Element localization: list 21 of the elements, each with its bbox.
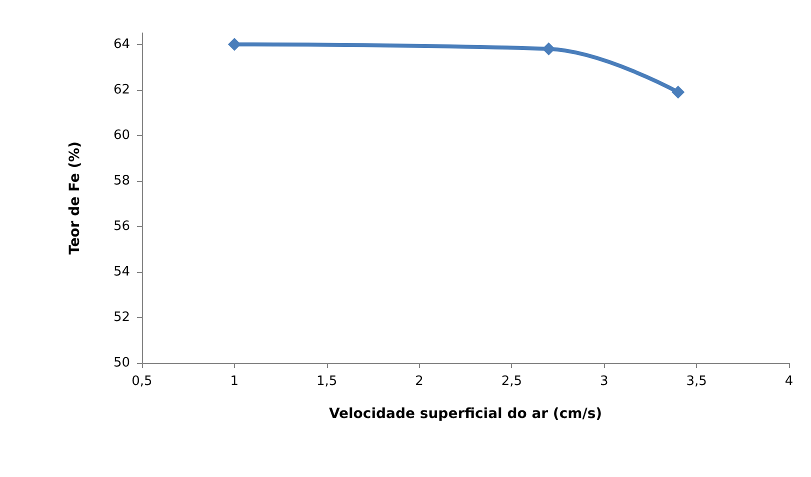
y-tick-label: 50 <box>113 356 130 370</box>
x-tick-label: 4 <box>784 374 794 389</box>
x-tick-label: 0,5 <box>132 374 152 389</box>
x-tick-label: 2,5 <box>501 374 522 389</box>
x-tick-label: 1 <box>230 374 239 389</box>
x-tick-label: 3,5 <box>686 374 707 389</box>
y-tick-label: 54 <box>113 264 130 280</box>
y-tick-label: 62 <box>113 82 130 98</box>
x-tick-label: 2 <box>415 374 424 389</box>
x-axis-title: Velocidade superficial do ar (cm/s) <box>328 406 602 422</box>
y-axis-title: Teor de Fe (%) <box>67 141 83 255</box>
point <box>228 38 241 51</box>
y-tick-label: 58 <box>113 173 130 188</box>
x-tick-label: 1,5 <box>316 374 338 389</box>
y-tick-label: 60 <box>113 128 130 143</box>
y-tick-label: 56 <box>113 218 130 234</box>
y-tick-label: 52 <box>113 310 130 325</box>
point <box>672 86 685 99</box>
x-tick-label: 3 <box>600 374 608 389</box>
point <box>542 42 556 56</box>
y-tick-label: 64 <box>113 36 130 52</box>
